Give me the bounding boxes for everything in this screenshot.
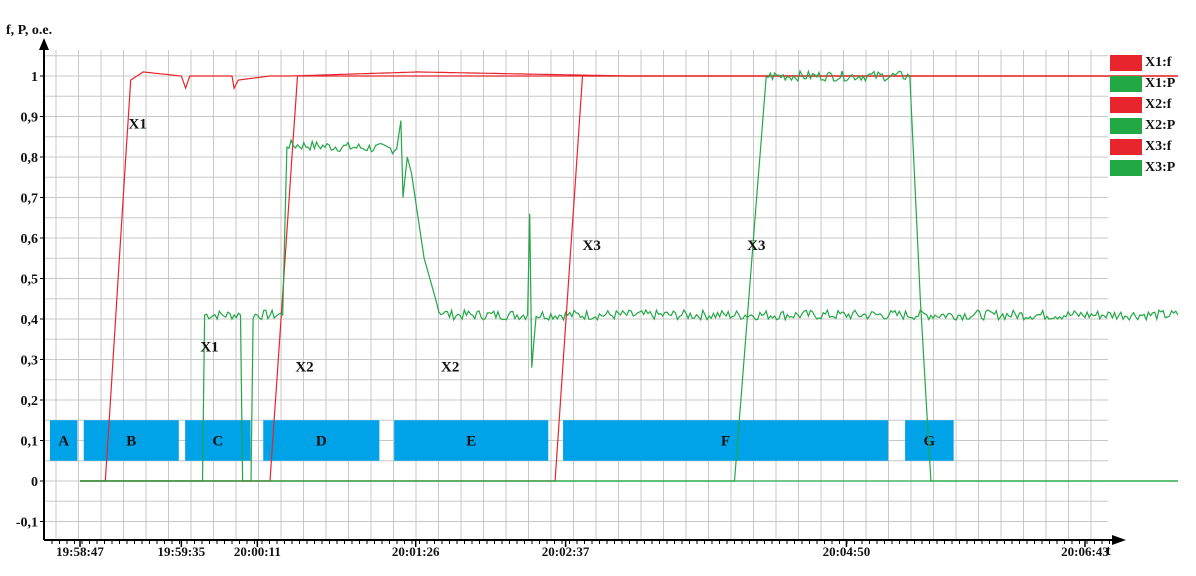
series-annotation: X3 <box>583 238 601 254</box>
y-tick-label: 1 <box>31 70 38 85</box>
legend-swatch <box>1110 159 1142 176</box>
x-tick-label: 20:01:26 <box>392 544 440 559</box>
region-label: G <box>924 434 936 450</box>
legend-label: X1:f <box>1145 54 1172 70</box>
y-tick-label: 0,7 <box>21 192 39 207</box>
region-C <box>185 420 251 461</box>
series-annotation: X3 <box>747 238 765 254</box>
legend: X1:f X1:P X2:f X2:P X3:f X3:P <box>1110 52 1194 178</box>
x-tick-label: 19:59:35 <box>158 544 206 559</box>
series-line-X2-P <box>80 120 1179 482</box>
legend-item: X2:P <box>1110 115 1194 136</box>
region-label: C <box>212 434 223 450</box>
x-tick-label: 20:00:11 <box>234 544 281 559</box>
x-axis-arrow <box>1112 535 1126 545</box>
legend-item: X1:P <box>1110 73 1194 94</box>
legend-swatch <box>1110 117 1142 134</box>
legend-label: X1:P <box>1145 75 1176 91</box>
series-lines <box>80 69 1179 482</box>
y-tick-label: 0,6 <box>21 232 39 247</box>
region-A <box>50 420 78 461</box>
legend-label: X3:P <box>1145 159 1176 175</box>
region-label: D <box>316 434 327 450</box>
legend-item: X1:f <box>1110 52 1194 73</box>
grid <box>44 50 1108 540</box>
y-axis-arrow <box>39 38 49 50</box>
x-axis-label: t <box>1106 544 1111 559</box>
legend-item: X3:f <box>1110 136 1194 157</box>
region-label: A <box>58 434 69 450</box>
legend-label: X3:f <box>1145 138 1172 154</box>
region-label: F <box>721 434 730 450</box>
region-F <box>563 420 889 461</box>
y-tick-label: 0,5 <box>21 273 39 288</box>
region-label: B <box>126 434 136 450</box>
series-annotation: X1 <box>129 117 147 133</box>
y-tick-label: 0,4 <box>21 313 39 328</box>
legend-label: X2:f <box>1145 96 1172 112</box>
x-tick-label: 19:58:47 <box>56 544 104 559</box>
region-label: E <box>466 434 476 450</box>
y-tick-label: 0 <box>31 475 38 490</box>
legend-swatch <box>1110 75 1142 92</box>
y-tick-label: 0,9 <box>21 111 39 126</box>
y-tick-label: 0,1 <box>21 435 39 450</box>
region-B <box>83 420 179 461</box>
x-tick-label: 20:02:37 <box>542 544 590 559</box>
series-annotation: X1 <box>200 339 218 355</box>
legend-swatch <box>1110 96 1142 113</box>
y-axis-label: f, P, o.e. <box>6 23 52 38</box>
legend-item: X2:f <box>1110 94 1194 115</box>
tick-labels: -0,1 0 0,1 0,2 0,3 0,4 0,5 0,6 0,7 0,8 0,9 1 19:58:4… <box>16 70 1109 559</box>
x-tick-label: 20:04:50 <box>823 544 871 559</box>
y-tick-label: 0,2 <box>21 394 39 409</box>
y-tick-label: 0,8 <box>21 151 39 166</box>
region-D <box>263 420 380 461</box>
x-tick-label: 20:06:43 <box>1061 544 1109 559</box>
series-line-X1-f <box>80 71 1178 482</box>
y-tick-label: -0,1 <box>16 516 38 531</box>
axes <box>39 38 1126 547</box>
legend-swatch <box>1110 54 1142 71</box>
regions: A B C D E F G <box>50 420 954 461</box>
annotations: X1 X1 X2 X2 X3 X3 <box>129 117 766 376</box>
legend-swatch <box>1110 138 1142 155</box>
series-annotation: X2 <box>295 360 313 376</box>
legend-label: X2:P <box>1145 117 1176 133</box>
legend-item: X3:P <box>1110 157 1194 178</box>
series-annotation: X2 <box>441 360 459 376</box>
region-E <box>394 420 549 461</box>
series-line-X3-P <box>80 69 1178 482</box>
y-tick-label: 0,3 <box>21 354 39 369</box>
